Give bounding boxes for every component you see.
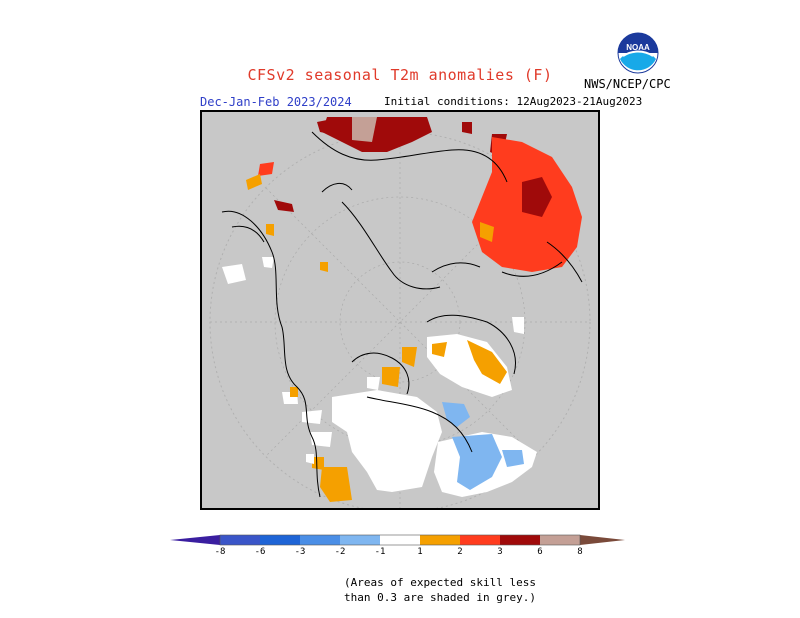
colorbar-label: 8: [577, 547, 583, 557]
coastlines: [221, 131, 583, 498]
colorbar-label: -1: [374, 547, 386, 557]
colorbar-label: -6: [254, 547, 266, 557]
colorbar-bin: [540, 535, 580, 545]
colorbar-label: -2: [334, 547, 346, 557]
skill-note: (Areas of expected skill less than 0.3 a…: [340, 575, 540, 605]
colorbar-bin: [300, 535, 340, 545]
logo-text: NOAA: [626, 43, 650, 52]
colorbar-label: -8: [214, 547, 226, 557]
anomaly-north-america: [282, 390, 537, 497]
initial-conditions-label: Initial conditions: 12Aug2023-21Aug2023: [384, 95, 643, 108]
colorbar-label: 1: [417, 547, 423, 557]
colorbar-label: 6: [537, 547, 543, 557]
colorbar-label: 2: [457, 547, 463, 557]
anomaly-siberia: [317, 117, 507, 157]
polar-map: [200, 110, 600, 510]
colorbar-label: 3: [497, 547, 503, 557]
colorbar-bin: [340, 535, 380, 545]
colorbar-bin: [420, 535, 460, 545]
skill-note-line2: than 0.3 are shaded in grey.): [343, 591, 537, 604]
agency-label: NWS/NCEP/CPC: [584, 77, 671, 91]
colorbar-bin: [380, 535, 420, 545]
colorbar-bin: [460, 535, 500, 545]
colorbar-arrow-low: [170, 535, 220, 545]
colorbar-label: -3: [294, 547, 306, 557]
skill-note-line1: (Areas of expected skill less: [343, 576, 537, 589]
anomaly-small-patches: [222, 162, 524, 334]
map-canvas: [209, 117, 591, 508]
anomaly-greenland: [367, 334, 512, 397]
colorbar-bin: [500, 535, 540, 545]
colorbar-bin: [220, 535, 260, 545]
colorbar-arrow-high: [580, 535, 625, 545]
map-title: CFSv2 seasonal T2m anomalies (F): [247, 66, 553, 84]
colorbar-bin: [260, 535, 300, 545]
anomaly-western-na: [290, 387, 352, 502]
season-label: Dec-Jan-Feb 2023/2024: [200, 95, 352, 109]
noaa-logo-icon: NOAA: [617, 32, 659, 74]
anomaly-europe: [472, 137, 582, 272]
colorbar: [170, 534, 625, 546]
